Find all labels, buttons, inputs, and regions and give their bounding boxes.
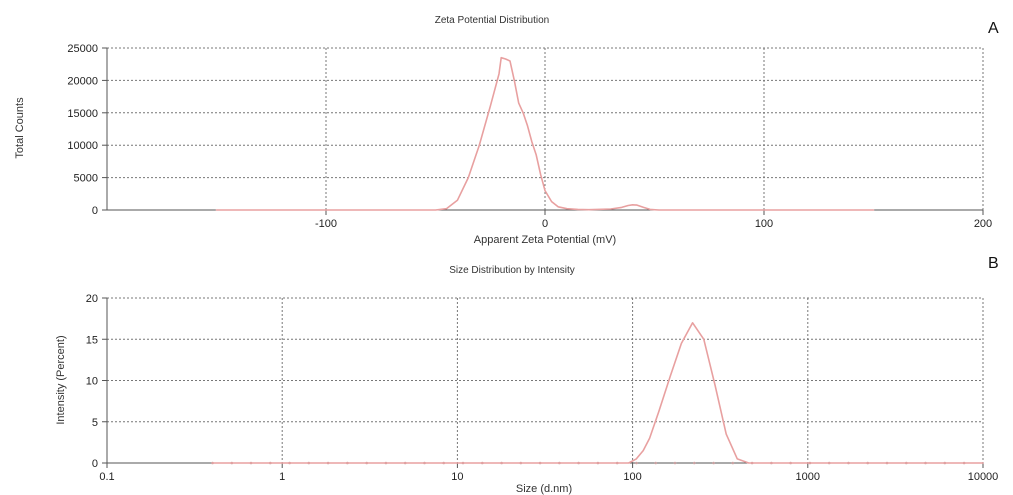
y-tick-label: 10000 (67, 140, 98, 152)
size-grid (107, 297, 984, 463)
baseline-sample-marker (693, 461, 696, 465)
panel-letter-a: A (988, 20, 999, 37)
baseline-sample-marker (635, 461, 638, 465)
panel-letter-b: B (988, 255, 999, 272)
y-tick-label: 0 (92, 458, 98, 470)
distribution-line (215, 56, 875, 211)
x-tick-label: 200 (974, 218, 992, 230)
y-tick-label: 25000 (67, 43, 98, 55)
x-tick-label: -100 (315, 218, 337, 230)
baseline-sample-marker (673, 461, 677, 465)
size-chart-title: Size Distribution by Intensity (449, 265, 575, 276)
zeta-series (215, 56, 875, 211)
size-x-axis-label: Size (d.nm) (516, 483, 572, 495)
y-tick-label: 0 (92, 205, 98, 217)
size-x-ticks: 0.1 1 10 100 1000 10000 (99, 463, 998, 483)
zeta-potential-panel: Zeta Potential Distribution A Total Coun… (14, 15, 999, 246)
x-tick-label: 100 (755, 218, 773, 230)
size-y-ticks: 0 5 10 15 20 (86, 293, 107, 470)
baseline-sample-marker (731, 461, 735, 465)
size-distribution-panel: Size Distribution by Intensity B Intensi… (55, 255, 999, 495)
y-tick-label: 5000 (74, 173, 98, 185)
baseline-sample-marker (712, 461, 715, 465)
y-tick-label: 5 (92, 417, 98, 429)
y-tick-label: 15 (86, 334, 98, 346)
x-tick-label: 10000 (968, 471, 999, 483)
x-tick-label: 0 (542, 218, 548, 230)
x-tick-label: 1 (279, 471, 285, 483)
y-tick-label: 15000 (67, 108, 98, 120)
baseline-sample-marker (654, 461, 657, 465)
y-tick-label: 10 (86, 376, 98, 388)
size-series (211, 321, 984, 464)
zeta-y-axis-label: Total Counts (14, 97, 26, 159)
y-tick-label: 20000 (67, 75, 98, 87)
y-tick-label: 20 (86, 293, 98, 305)
zeta-y-ticks: 0 5000 10000 15000 20000 25000 (67, 43, 107, 217)
zeta-x-axis-label: Apparent Zeta Potential (mV) (474, 234, 616, 246)
zeta-grid (107, 47, 984, 210)
x-tick-label: 0.1 (99, 471, 114, 483)
x-tick-label: 100 (623, 471, 641, 483)
zeta-chart-title: Zeta Potential Distribution (435, 15, 550, 26)
x-tick-label: 1000 (796, 471, 820, 483)
zeta-x-ticks: -100 0 100 200 (315, 210, 992, 230)
x-tick-label: 10 (451, 471, 463, 483)
distribution-line (211, 321, 984, 464)
size-y-axis-label: Intensity (Percent) (55, 335, 67, 424)
